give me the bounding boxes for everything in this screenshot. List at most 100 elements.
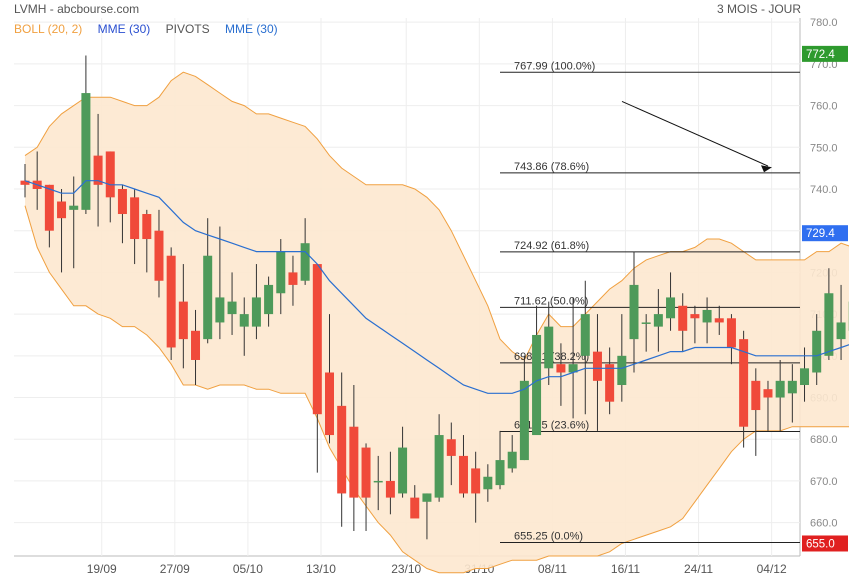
candle <box>787 364 797 423</box>
candle <box>81 55 91 215</box>
legend-mme-1[interactable]: MME (30) <box>97 22 151 36</box>
x-tick-label: 13/10 <box>306 562 336 576</box>
candle-body <box>690 314 700 319</box>
candle-body <box>800 368 810 386</box>
period-selector[interactable]: 3 MOIS - JOUR <box>716 2 801 16</box>
candle-body <box>325 372 334 436</box>
price-badge <box>802 225 848 242</box>
candle-body <box>239 314 249 327</box>
candle <box>678 293 688 352</box>
candle-body <box>215 297 225 323</box>
candle <box>519 355 529 461</box>
candle-body <box>532 334 542 436</box>
candle-body <box>556 364 566 373</box>
candle-body <box>117 188 127 215</box>
candle-body <box>166 255 176 348</box>
candle-body <box>446 439 456 456</box>
candle-body <box>422 493 432 502</box>
price-badge-label: 729.4 <box>806 228 835 240</box>
candle <box>57 188 67 273</box>
candle <box>690 305 700 344</box>
candle <box>641 314 651 352</box>
x-tick-label: 27/09 <box>160 562 190 576</box>
candle-body <box>641 322 651 324</box>
fibonacci-label: 767.99 (100.0%) <box>514 60 595 72</box>
candle-body <box>775 380 785 398</box>
candle-body <box>471 468 481 494</box>
candle-body <box>361 447 371 498</box>
candle <box>726 314 736 365</box>
candle <box>154 209 164 298</box>
candle-body <box>714 318 724 323</box>
candle <box>800 347 810 402</box>
candle <box>105 151 115 223</box>
candle <box>410 485 420 519</box>
bollinger-band <box>25 72 849 573</box>
candle <box>458 435 468 498</box>
candle-body <box>836 322 846 340</box>
candle <box>495 430 505 490</box>
legend-pivots[interactable]: PIVOTS <box>165 22 210 36</box>
candle-body <box>580 314 590 356</box>
candle <box>398 426 408 498</box>
candle <box>349 385 359 531</box>
chart-legend: BOLL (20, 2) MME (30) PIVOTS MME (30) <box>14 22 290 36</box>
legend-boll[interactable]: BOLL (20, 2) <box>14 22 83 36</box>
y-tick-label: 670.0 <box>810 476 838 488</box>
legend-mme-2[interactable]: MME (30) <box>224 22 278 36</box>
candle-body <box>93 155 103 185</box>
candle <box>373 455 383 511</box>
candle <box>288 255 298 306</box>
candle <box>178 264 188 369</box>
y-tick-label: 740.0 <box>810 184 838 196</box>
candle-body <box>349 426 359 498</box>
candle <box>203 218 213 344</box>
candle-body <box>178 301 188 340</box>
candle <box>20 163 30 198</box>
candle-body <box>763 389 773 398</box>
candle <box>117 184 127 244</box>
y-tick-label: 780.0 <box>810 17 838 29</box>
candle-body <box>678 305 688 331</box>
candle <box>653 289 663 352</box>
candle-body <box>617 355 627 386</box>
annotation-arrow <box>621 100 769 167</box>
candle <box>605 347 615 415</box>
candle-body <box>653 314 663 327</box>
candle <box>751 368 761 456</box>
candle-body <box>739 339 749 427</box>
candle-body <box>57 201 67 219</box>
candle-body <box>434 435 444 498</box>
candle <box>422 493 432 540</box>
candle-body <box>81 93 91 210</box>
candle-body <box>519 380 529 461</box>
candle-body <box>130 197 140 240</box>
candle <box>544 301 554 386</box>
candle <box>556 343 566 406</box>
candle <box>812 314 822 386</box>
x-tick-label: 04/12 <box>757 562 787 576</box>
candle-body <box>44 184 54 231</box>
mme-line <box>24 180 849 394</box>
candle <box>507 435 517 473</box>
x-tick-label: 05/10 <box>233 562 263 576</box>
candle <box>483 464 493 502</box>
candle <box>44 184 54 248</box>
bollinger-lower <box>24 205 849 574</box>
candle <box>824 268 834 360</box>
candle <box>775 359 785 431</box>
candle-body <box>312 264 322 415</box>
candle-body <box>69 205 79 210</box>
price-badge-label: 655.0 <box>806 538 835 550</box>
candle-body <box>666 297 676 319</box>
price-badge <box>802 45 848 62</box>
candle <box>617 314 627 402</box>
candle <box>251 264 261 340</box>
candle-body <box>824 293 834 356</box>
candle-body <box>264 284 274 315</box>
candle-body <box>105 151 115 198</box>
candle-body <box>385 480 395 498</box>
price-badge <box>802 535 848 552</box>
candle-body <box>495 460 505 486</box>
